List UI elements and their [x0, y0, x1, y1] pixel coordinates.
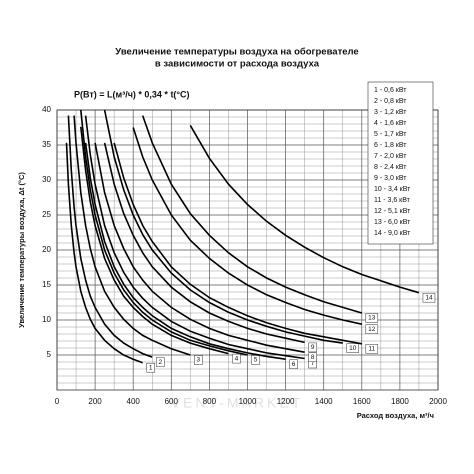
chart-title: Увеличение температуры воздуха на обогре… — [115, 47, 358, 58]
x-tick-label: 400 — [127, 397, 141, 406]
formula-box — [70, 85, 220, 105]
end-label-box — [289, 359, 298, 369]
end-label: 9 — [311, 344, 315, 351]
x-tick-label: 2000 — [429, 397, 447, 406]
end-label-box — [365, 324, 379, 334]
x-tick-label: 600 — [165, 397, 179, 406]
x-tick-label: 1800 — [391, 397, 409, 406]
end-label: 2 — [158, 359, 162, 366]
end-label: 10 — [349, 345, 357, 352]
end-label: 13 — [368, 315, 376, 322]
end-label-box — [251, 355, 260, 365]
watermark: VENT-MARKET — [171, 395, 304, 411]
y-tick-label: 25 — [42, 210, 51, 219]
series-line — [94, 142, 305, 353]
y-axis-label: Увеличение температуры воздуха, Δt (°C) — [17, 172, 26, 328]
series-line — [84, 115, 305, 360]
legend-entry: 1 - 0,6 кВт — [374, 87, 407, 94]
series-line — [113, 142, 362, 345]
series-line — [103, 142, 305, 344]
y-tick-label: 20 — [42, 245, 51, 254]
series-line — [141, 115, 363, 314]
end-label-box — [346, 343, 359, 353]
legend-entry: 14 - 9,0 кВт — [374, 230, 411, 237]
series-line — [67, 115, 153, 358]
x-tick-label: 0 — [55, 397, 60, 406]
y-tick-label: 15 — [42, 280, 51, 289]
series-line — [65, 142, 143, 364]
series-line — [80, 109, 248, 356]
end-label: 6 — [292, 361, 296, 368]
legend-entry: 13 - 6,0 кВт — [374, 219, 411, 226]
x-tick-label: 1600 — [353, 397, 371, 406]
series-line — [103, 109, 343, 344]
legend-entry: 12 - 5,1 кВт — [374, 208, 411, 215]
legend-entry: 10 - 3,4 кВт — [374, 186, 411, 193]
legend-entry: 2 - 0,8 кВт — [374, 98, 407, 105]
series-line — [84, 142, 286, 360]
end-label-box — [232, 353, 241, 364]
legend-entry: 8 - 2,4 кВт — [374, 164, 407, 171]
series-line — [132, 127, 362, 325]
end-label: 1 — [149, 364, 153, 371]
x-tick-label: 1000 — [239, 397, 257, 406]
legend-entry: 4 - 1,6 кВт — [374, 120, 407, 127]
x-axis-label: Расход воздуха, м³/ч — [357, 411, 434, 420]
x-tick-label: 1200 — [277, 397, 295, 406]
end-label-box — [365, 344, 379, 354]
end-label-box — [422, 292, 436, 303]
plot-frame — [56, 109, 439, 391]
x-tick-label: 800 — [203, 397, 217, 406]
y-tick-label: 40 — [42, 105, 51, 114]
legend-entry: 9 - 3,0 кВт — [374, 175, 407, 182]
x-tick-label: 1400 — [315, 397, 333, 406]
end-label: 11 — [368, 346, 375, 353]
series-line — [73, 115, 191, 356]
legend-box — [367, 81, 434, 245]
y-tick-label: 10 — [42, 315, 51, 324]
x-tick-label: 200 — [88, 397, 102, 406]
end-label: 14 — [425, 294, 433, 301]
legend-entry: 7 - 2,0 кВт — [374, 153, 407, 160]
legend-entry: 6 - 1,8 кВт — [374, 142, 407, 149]
y-tick-label: 35 — [42, 140, 51, 149]
end-label: 12 — [368, 326, 376, 333]
end-label: 8 — [311, 354, 315, 361]
end-label-box — [146, 362, 155, 373]
series-line — [189, 124, 420, 294]
legend-entry: 3 - 1,2 кВт — [374, 109, 407, 116]
series-line — [80, 126, 229, 355]
end-label: 5 — [254, 357, 258, 364]
end-label: 4 — [235, 355, 239, 362]
formula: P(Вт) = L(м³/ч) * 0,34 * t(°C) — [74, 89, 190, 99]
chart-title: в зависимости от расхода воздуха — [155, 59, 320, 70]
end-label-box — [308, 342, 317, 353]
end-label-box — [365, 313, 379, 323]
legend-entry: 5 - 1,7 кВт — [374, 131, 407, 138]
y-tick-label: 5 — [47, 350, 52, 359]
end-label: 3 — [197, 357, 201, 364]
end-label-box — [308, 352, 317, 362]
end-label-box — [156, 357, 165, 367]
end-label: 7 — [311, 360, 315, 367]
end-label-box — [194, 355, 203, 365]
y-tick-label: 30 — [42, 175, 51, 184]
legend-entry: 11 - 3,6 кВт — [374, 197, 411, 204]
